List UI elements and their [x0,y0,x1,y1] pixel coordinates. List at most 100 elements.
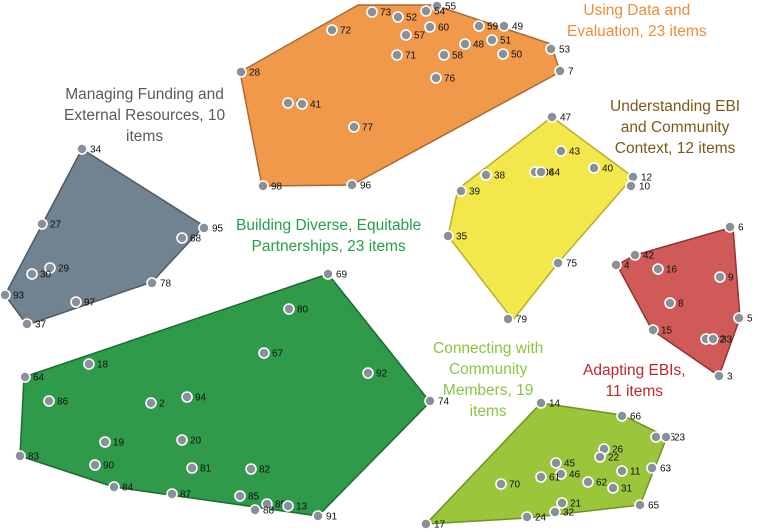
cluster-point: 61 [535,471,561,484]
point-label: 29 [58,264,70,275]
point-marker [610,259,622,271]
point-marker [546,111,558,123]
cluster-point: 48 [459,38,485,51]
point-marker [186,462,198,474]
label-connecting-community: Connecting with Community Members, 19 it… [433,338,543,422]
point-marker [282,97,294,109]
point-label: 37 [35,320,47,331]
point-label: 6 [738,223,744,234]
point-label: 14 [549,399,561,410]
point-marker [312,510,324,522]
cluster-point: 70 [495,478,521,491]
cluster-point: 13 [282,500,308,513]
point-marker [366,6,378,18]
point-label: 70 [509,480,521,491]
point-label: 59 [487,22,499,33]
point-label: 74 [438,397,450,408]
label-line: Connecting with [433,340,544,357]
point-marker [400,29,412,41]
cluster-point: 19 [99,436,125,449]
point-label: 90 [103,461,115,472]
point-label: 13 [296,502,308,513]
cluster-point: 90 [89,459,115,472]
cluster-point: 79 [502,313,528,326]
point-marker [724,221,736,233]
point-label: 80 [297,305,309,316]
point-marker [588,162,600,174]
cluster-point: 49 [498,20,524,33]
cluster-point: 7 [554,65,574,78]
cluster-point: 10 [625,180,651,193]
point-label: 15 [661,326,673,337]
point-label: 34 [90,145,102,156]
point-marker [707,333,719,345]
point-label: 58 [452,51,464,62]
point-label: 16 [666,265,678,276]
point-marker [424,395,436,407]
point-label: 23 [674,433,686,444]
point-marker [625,180,637,192]
point-marker [634,499,646,511]
cluster-point: 21 [556,497,582,510]
cluster-point: 76 [430,72,456,85]
point-marker [420,5,432,17]
cluster-point: 74 [424,395,450,408]
point-marker [650,431,662,443]
cluster-point: 30 [26,268,52,281]
point-marker [0,289,11,301]
cluster-point: 72 [326,24,352,37]
point-label: 49 [512,22,524,33]
point-marker [322,268,334,280]
cluster-point: 89 [261,498,287,511]
point-label: 47 [560,113,572,124]
cluster-point: 82 [245,463,271,476]
point-marker [555,468,567,480]
cluster-point: 59 [473,20,499,33]
label-line: and Community [620,119,730,136]
cluster-point: 58 [438,49,464,62]
label-line: External Resources, 10 [64,107,226,124]
point-marker [502,313,514,325]
point-label: 2 [159,399,165,410]
point-label: 84 [122,483,134,494]
cluster-point: 92 [362,367,388,380]
point-label: 22 [608,453,620,464]
point-marker [549,506,561,518]
cluster-point: 4 [610,259,630,272]
point-marker [36,218,48,230]
point-marker [495,478,507,490]
cluster-point: 45 [550,457,576,470]
point-label: 26 [612,445,624,456]
point-marker [348,121,360,133]
point-label: 95 [212,224,224,235]
cluster-managing-funding-region [4,148,205,326]
point-label: 76 [444,74,456,85]
point-label: 71 [405,51,417,62]
cluster-point: 62 [582,476,608,489]
point-marker [442,230,454,242]
point-marker [545,43,557,55]
point-label: 97 [84,298,96,309]
point-marker [83,358,95,370]
cluster-point: 91 [312,510,338,523]
cluster-point: 50 [497,48,523,61]
label-line: Understanding EBI [610,98,741,115]
point-label: 9 [728,273,734,284]
cluster-point: 38 [480,169,506,182]
point-label: 11 [630,467,641,478]
cluster-point: 68 [176,232,202,245]
point-marker [552,257,564,269]
point-marker [550,457,562,469]
point-label: 28 [249,68,261,79]
cluster-point: 63 [646,462,672,475]
point-label: 79 [516,315,528,326]
point-label: 18 [97,360,109,371]
point-label: 81 [200,464,212,475]
cluster-point: 31 [607,482,633,495]
point-marker [713,370,725,382]
cluster-point: 34 [76,143,102,156]
point-marker [234,490,246,502]
cluster-point: 28 [235,66,261,79]
point-label: 8 [678,299,684,310]
cluster-point: 80 [283,303,309,316]
